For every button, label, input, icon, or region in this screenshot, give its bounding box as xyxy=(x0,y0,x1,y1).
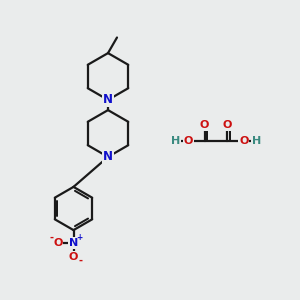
Text: -: - xyxy=(49,232,53,242)
Text: N: N xyxy=(103,93,113,106)
Text: H: H xyxy=(171,136,180,146)
Text: H: H xyxy=(252,136,261,146)
Text: O: O xyxy=(200,120,209,130)
Text: N: N xyxy=(69,238,78,248)
Text: -: - xyxy=(78,256,82,266)
Text: N: N xyxy=(103,150,113,164)
Text: O: O xyxy=(69,252,78,262)
Text: O: O xyxy=(239,136,249,146)
Text: O: O xyxy=(53,238,63,248)
Text: O: O xyxy=(183,136,193,146)
Text: +: + xyxy=(76,233,82,242)
Text: O: O xyxy=(223,120,232,130)
